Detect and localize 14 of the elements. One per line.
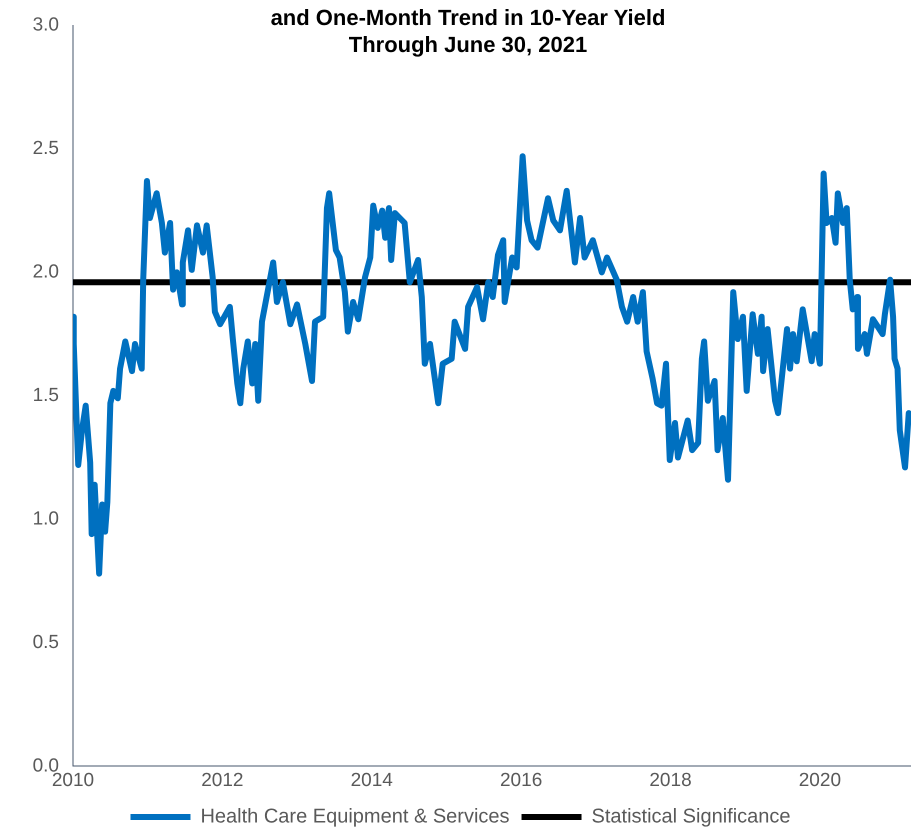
y-tick-label: 3.0 bbox=[32, 14, 59, 36]
y-tick-label: 2.5 bbox=[32, 138, 59, 160]
legend-label: Statistical Significance bbox=[592, 806, 791, 828]
y-tick-label: 2.0 bbox=[32, 262, 59, 283]
y-tick-label: 1.0 bbox=[32, 508, 59, 530]
x-tick-label: 2014 bbox=[350, 770, 394, 791]
x-tick-label: 2012 bbox=[201, 770, 244, 791]
y-tick-label: 0.5 bbox=[32, 632, 59, 653]
legend-label: Health Care Equipment & Services bbox=[200, 806, 510, 828]
x-tick-label: 2018 bbox=[649, 770, 692, 791]
chart-title: and One-Month Trend in 10-Year Yield Through June 30, 2021 bbox=[270, 4, 666, 58]
x-tick-label: 2016 bbox=[500, 770, 542, 791]
y-tick-label: 1.5 bbox=[32, 385, 59, 406]
x-tick-label: 2020 bbox=[798, 770, 842, 791]
